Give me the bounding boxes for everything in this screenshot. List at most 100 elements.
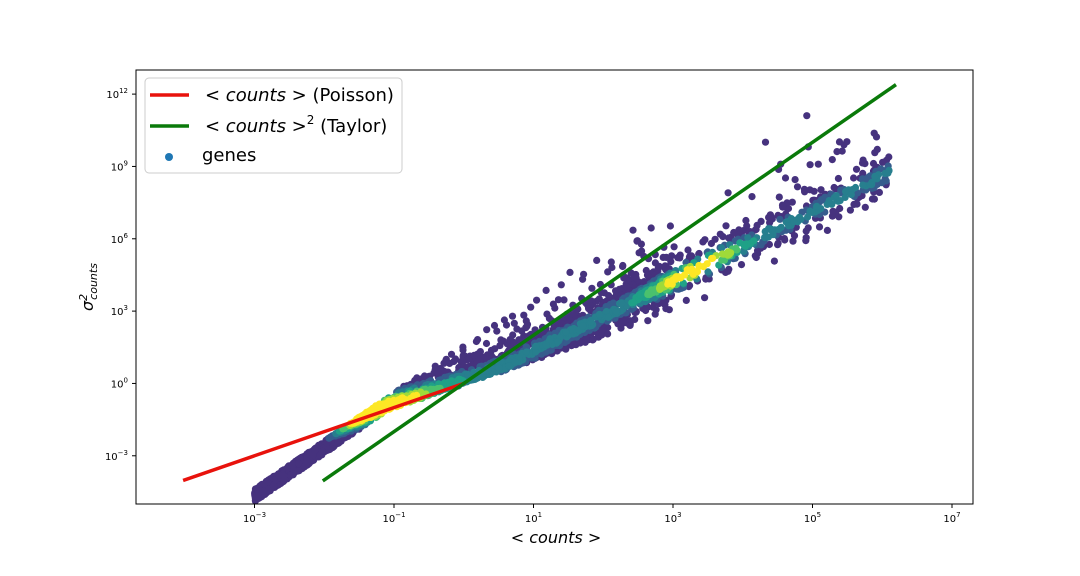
scatter-point [803, 112, 811, 120]
scatter-point [676, 274, 685, 282]
scatter-point [287, 471, 295, 479]
scatter-point [859, 181, 867, 189]
scatter-point [804, 213, 812, 221]
scatter-point [825, 199, 833, 207]
scatter-point [740, 242, 749, 250]
scatter-point [508, 312, 517, 320]
y-axis-ticks: 10−3 100 103 106 109 1012 [105, 87, 136, 463]
scatter-point [274, 471, 283, 479]
scatter-point [885, 167, 893, 175]
scatter-point [551, 304, 559, 312]
scatter-point [658, 281, 667, 289]
scatter-point [781, 174, 790, 182]
scatter-point [513, 325, 521, 333]
scatter-point [562, 328, 570, 336]
y-axis-title: σ2counts [77, 263, 100, 311]
scatter-point [684, 246, 692, 254]
scatter-point [761, 138, 770, 146]
scatter-point [372, 402, 380, 410]
scatter-point [589, 335, 598, 343]
y-tick-label: 109 [111, 159, 128, 173]
scatter-point [493, 327, 501, 335]
scatter-point [789, 237, 797, 245]
plot-area-frame [135, 69, 974, 505]
scatter-point [810, 187, 818, 195]
scatter-point [510, 319, 518, 327]
scatter-point [459, 346, 467, 354]
scatter-point [859, 169, 867, 177]
scatter-point [834, 174, 843, 183]
scatter-point [744, 234, 752, 242]
scatter-point [676, 254, 684, 262]
scatter-point [554, 296, 563, 304]
scatter-point [768, 214, 776, 222]
legend-label-genes: genes [202, 145, 256, 166]
scatter-point [815, 223, 824, 231]
scatter-point [785, 222, 793, 230]
scatter-point [774, 241, 782, 249]
scatter-point [532, 342, 540, 350]
scatter-point [478, 353, 487, 361]
scatter-point [748, 193, 756, 201]
scatter-point [604, 330, 612, 338]
scatter-point [722, 222, 730, 230]
scatter-point [861, 160, 869, 168]
scatter-point [640, 278, 648, 286]
scatter-point [520, 311, 528, 319]
scatter-point [817, 186, 825, 194]
scatter-point [617, 299, 626, 307]
scatter-point [724, 189, 732, 197]
scatter-point [833, 148, 841, 156]
scatter-point [861, 203, 869, 211]
scatter-point [588, 284, 596, 292]
scatter-point [806, 161, 814, 169]
scatter-point [753, 221, 761, 229]
y-tick-label: 106 [111, 232, 129, 246]
scatter-point [447, 350, 456, 358]
scatter-point [882, 177, 890, 185]
scatter-point [879, 158, 887, 166]
scatter-point [828, 156, 836, 164]
scatter-point [311, 446, 319, 454]
x-axis-ticks: 10−3 10−1 101 103 105 107 [243, 504, 961, 525]
scatter-point [644, 317, 652, 325]
scatter-point [868, 195, 877, 203]
scatter-point [737, 261, 746, 269]
scatter-point [804, 224, 812, 232]
scatter-point [500, 316, 508, 324]
scatter-point [579, 275, 587, 283]
scatter-point [522, 348, 531, 356]
scatter-point [662, 253, 670, 261]
scatter-point [861, 175, 869, 183]
scatter-point [587, 318, 595, 326]
scatter-point [872, 133, 881, 141]
scatter-point [647, 224, 655, 232]
scatter-point [545, 314, 554, 322]
x-tick-label: 101 [525, 511, 542, 525]
scatter-point [666, 222, 675, 230]
scatter-point [832, 192, 840, 200]
scatter-point [527, 303, 535, 311]
scatter-point [850, 200, 858, 208]
legend-box [144, 77, 403, 174]
scatter-point [630, 298, 638, 306]
scatter-point [465, 355, 473, 363]
legend-label-taylor: < counts >2 (Taylor) [205, 113, 387, 137]
scatter-point [813, 202, 821, 210]
scatter-point [470, 351, 478, 359]
scatter-point [566, 268, 574, 276]
scatter-point [490, 321, 499, 330]
scatter-point [869, 159, 878, 168]
poisson-line [182, 381, 466, 483]
scatter-point [442, 357, 450, 365]
scatter-point [649, 303, 657, 311]
scatter-point [629, 226, 637, 234]
scatter-point [585, 298, 593, 306]
scatter-point [790, 232, 799, 240]
x-tick-label: 107 [943, 511, 960, 525]
scatter-point [790, 218, 798, 226]
scatter-point [667, 258, 675, 266]
scatter-point [532, 348, 540, 356]
scatter-point [823, 226, 832, 234]
scatter-point [511, 358, 519, 366]
